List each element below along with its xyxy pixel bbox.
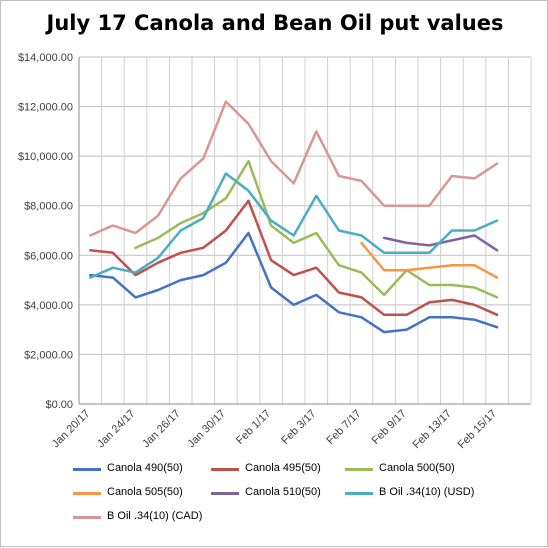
series-line — [360, 241, 499, 279]
legend-label: B Oil .34(10) (CAD) — [107, 510, 203, 522]
y-tick-label: $12,000.00 — [18, 102, 73, 114]
legend-label: B Oil .34(10) (USD) — [379, 486, 475, 498]
y-tick-label: $10,000.00 — [18, 151, 73, 163]
legend-label: Canola 505(50) — [107, 486, 183, 498]
x-tick-label: Feb 13/17 — [411, 408, 455, 452]
legend-swatch — [345, 492, 373, 495]
y-tick-label: $6,000.00 — [24, 250, 73, 262]
legend-swatch — [73, 492, 101, 495]
series-line — [89, 172, 499, 279]
x-tick-label: Feb 1/17 — [234, 408, 273, 447]
y-tick-label: $2,000.00 — [24, 349, 73, 361]
legend-swatch — [73, 468, 101, 471]
series-line — [134, 159, 499, 299]
legend-label: Canola 490(50) — [107, 462, 183, 474]
series-line — [89, 231, 499, 334]
x-tick-label: Feb 3/17 — [279, 408, 318, 447]
x-tick-label: Feb 15/17 — [456, 408, 500, 452]
series-line — [89, 199, 499, 317]
x-tick-label: Jan 20/17 — [50, 408, 93, 451]
legend-swatch — [73, 516, 101, 519]
x-tick-label: Feb 7/17 — [324, 408, 363, 447]
y-tick-label: $8,000.00 — [24, 201, 73, 213]
legend-swatch — [211, 468, 239, 471]
x-tick-label: Jan 30/17 — [185, 408, 228, 451]
legend-label: Canola 500(50) — [379, 462, 455, 474]
x-tick-label: Feb 9/17 — [370, 408, 409, 447]
series-line — [89, 100, 499, 237]
chart-title: July 17 Canola and Bean Oil put values — [46, 11, 504, 35]
y-tick-label: $0.00 — [45, 399, 73, 411]
y-tick-label: $4,000.00 — [24, 300, 73, 312]
legend-label: Canola 495(50) — [245, 462, 321, 474]
y-tick-label: $14,000.00 — [18, 52, 73, 64]
x-tick-label: Jan 24/17 — [95, 408, 138, 451]
x-tick-label: Jan 26/17 — [140, 408, 183, 451]
legend-swatch — [211, 492, 239, 495]
legend-label: Canola 510(50) — [245, 486, 321, 498]
legend-swatch — [345, 468, 373, 471]
